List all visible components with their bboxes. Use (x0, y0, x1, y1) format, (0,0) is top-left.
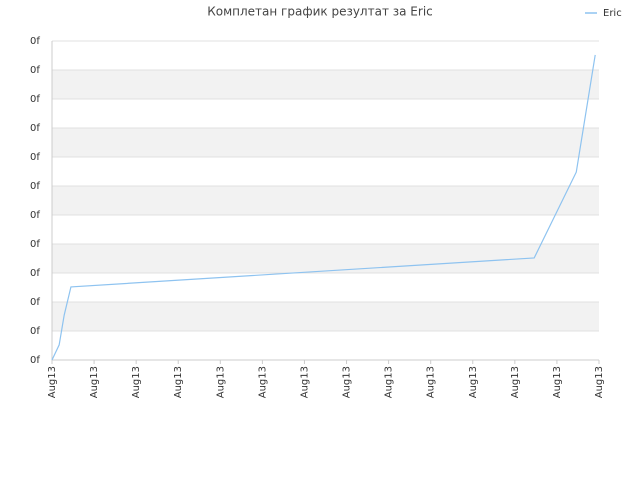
x-tick-label: Aug13 (342, 366, 353, 398)
x-tick-label: Aug13 (47, 366, 58, 398)
grid-band (52, 70, 599, 99)
y-tick-label: 0f (30, 355, 40, 366)
y-tick-label: 0f (30, 210, 40, 221)
y-tick-label: 0f (30, 94, 40, 105)
x-tick-label: Aug13 (299, 366, 310, 398)
x-tick-label: Aug13 (89, 366, 100, 398)
x-tick-label: Aug13 (384, 366, 395, 398)
data-line (51, 54, 596, 361)
x-tick-label: Aug13 (131, 366, 142, 398)
x-tick-label: Aug13 (426, 366, 437, 398)
legend-label: Eric (603, 8, 622, 19)
grid-band (52, 244, 599, 273)
grid-band (52, 186, 599, 215)
x-tick-label: Aug13 (257, 366, 268, 398)
y-tick-label: 0f (30, 123, 40, 134)
y-tick-label: 0f (30, 326, 40, 337)
y-tick-label: 0f (30, 181, 40, 192)
y-tick-label: 0f (30, 65, 40, 76)
x-tick-label: Aug13 (468, 366, 479, 398)
y-tick-label: 0f (30, 239, 40, 250)
x-tick-label: Aug13 (594, 366, 605, 398)
y-tick-label: 0f (30, 152, 40, 163)
x-tick-label: Aug13 (215, 366, 226, 398)
y-tick-label: 0f (30, 268, 40, 279)
x-tick-label: Aug13 (173, 366, 184, 398)
grid-band (52, 128, 599, 157)
y-tick-label: 0f (30, 297, 40, 308)
y-tick-label: 0f (30, 36, 40, 47)
x-tick-label: Aug13 (510, 366, 521, 398)
chart-title: Комплетан график резултат за Eric (207, 5, 433, 19)
x-tick-label: Aug13 (552, 366, 563, 398)
grid-band (52, 302, 599, 331)
